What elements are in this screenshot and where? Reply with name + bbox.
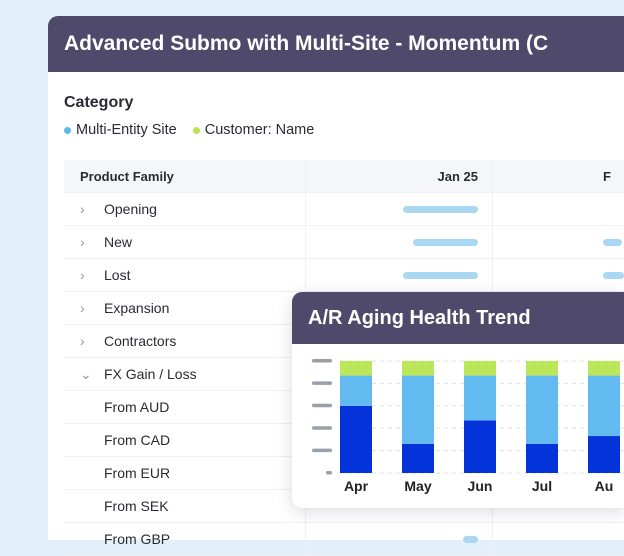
header-jan25[interactable]: Jan 25 <box>306 160 493 192</box>
row-label-cell: From SEK <box>64 490 306 522</box>
placeholder-bar <box>403 271 478 279</box>
table-header: Product Family Jan 25 F <box>64 160 624 193</box>
row-label-cell: › Lost <box>64 259 306 291</box>
y-tick-placeholder <box>312 426 332 430</box>
y-tick-placeholder <box>312 448 332 453</box>
chevron-right-icon[interactable]: › <box>80 234 85 250</box>
table-row[interactable]: › Lost <box>64 259 624 292</box>
dot-icon <box>64 126 71 134</box>
row-label-cell: ⌄ FX Gain / Loss <box>64 358 306 390</box>
jan-cell <box>306 226 493 258</box>
report-card: Advanced Submo with Multi-Site - Momentu… <box>48 16 624 556</box>
jan-cell <box>306 193 493 225</box>
legend-item-customer[interactable]: Customer: Name <box>192 122 315 138</box>
bar-segment[interactable] <box>340 375 372 406</box>
placeholder-bar <box>463 535 478 543</box>
table-row[interactable]: › New <box>64 226 624 259</box>
x-tick-label: Jun <box>468 478 493 494</box>
y-tick-placeholder <box>312 381 332 385</box>
chevron-right-icon[interactable]: › <box>80 201 85 217</box>
row-label: Lost <box>104 267 131 283</box>
feb-cell <box>493 523 624 555</box>
legend-label: Customer: Name <box>204 122 315 138</box>
chevron-down-icon[interactable]: ⌄ <box>80 365 92 382</box>
chart-title: A/R Aging Health Trend <box>292 292 624 344</box>
table-row[interactable]: › Opening <box>64 193 624 226</box>
row-label: From CAD <box>104 432 171 448</box>
bar-segment[interactable] <box>588 361 620 376</box>
row-label-cell: › New <box>64 226 306 258</box>
y-tick-placeholder <box>312 403 332 408</box>
row-label: Opening <box>104 201 157 217</box>
bar-segment[interactable] <box>464 375 496 421</box>
bar-segment[interactable] <box>526 443 558 473</box>
row-label: From GBP <box>104 531 171 547</box>
row-label: From EUR <box>104 465 171 481</box>
bar-segment[interactable] <box>340 361 372 376</box>
legend-label: Multi-Entity Site <box>76 122 177 138</box>
placeholder-bar <box>403 205 478 213</box>
placeholder-bar <box>603 271 624 279</box>
header-product-family[interactable]: Product Family <box>64 160 306 192</box>
row-label: From SEK <box>104 498 169 514</box>
row-label-cell: From AUD <box>64 391 306 423</box>
row-label-cell: From CAD <box>64 424 306 456</box>
chevron-right-icon[interactable]: › <box>80 267 85 283</box>
report-title: Advanced Submo with Multi-Site - Momentu… <box>48 16 624 72</box>
row-label: Expansion <box>104 300 170 316</box>
feb-cell <box>493 226 624 258</box>
jan-cell <box>306 523 493 555</box>
row-label-cell: › Contractors <box>64 325 306 357</box>
row-label: New <box>104 234 133 250</box>
placeholder-bar <box>412 238 478 246</box>
bar-segment[interactable] <box>402 361 434 376</box>
x-tick-label: Apr <box>344 478 369 494</box>
jan-cell <box>306 259 493 291</box>
x-tick-label: May <box>404 478 431 494</box>
category-legend: Multi-Entity Site Customer: Name <box>64 122 314 138</box>
bar-segment[interactable] <box>588 436 620 473</box>
bar-segment[interactable] <box>526 361 558 376</box>
placeholder-bar <box>603 238 622 246</box>
bar-segment[interactable] <box>526 375 558 444</box>
chart-card: A/R Aging Health Trend Apr May Jun Jul Au <box>292 292 624 508</box>
bar-segment[interactable] <box>340 405 372 473</box>
dot-icon <box>192 126 200 134</box>
x-tick-label: Au <box>595 478 614 494</box>
row-label-cell: › Expansion <box>64 292 306 324</box>
y-tick-placeholder <box>312 359 332 363</box>
chevron-right-icon[interactable]: › <box>80 300 85 316</box>
row-label-cell: › Opening <box>64 193 306 225</box>
header-feb[interactable]: F <box>603 168 611 184</box>
bar-segment[interactable] <box>402 443 434 473</box>
feb-cell <box>493 193 624 225</box>
legend-item-site[interactable]: Multi-Entity Site <box>64 122 177 138</box>
bar-segment[interactable] <box>402 375 434 444</box>
row-label: From AUD <box>104 399 170 415</box>
feb-cell <box>493 259 624 291</box>
category-label: Category <box>64 94 134 111</box>
row-label-cell: From EUR <box>64 457 306 489</box>
x-tick-label: Jul <box>532 478 552 494</box>
row-label: Contractors <box>104 333 177 349</box>
chevron-right-icon[interactable]: › <box>80 333 85 349</box>
stacked-bar-chart: Apr May Jun Jul Au <box>312 359 624 494</box>
y-tick-placeholder <box>326 471 332 475</box>
bar-segment[interactable] <box>464 361 496 376</box>
bar-segment[interactable] <box>588 375 620 437</box>
row-label-cell: From GBP <box>64 523 306 555</box>
row-label: FX Gain / Loss <box>104 366 197 382</box>
bar-segment[interactable] <box>464 420 496 473</box>
